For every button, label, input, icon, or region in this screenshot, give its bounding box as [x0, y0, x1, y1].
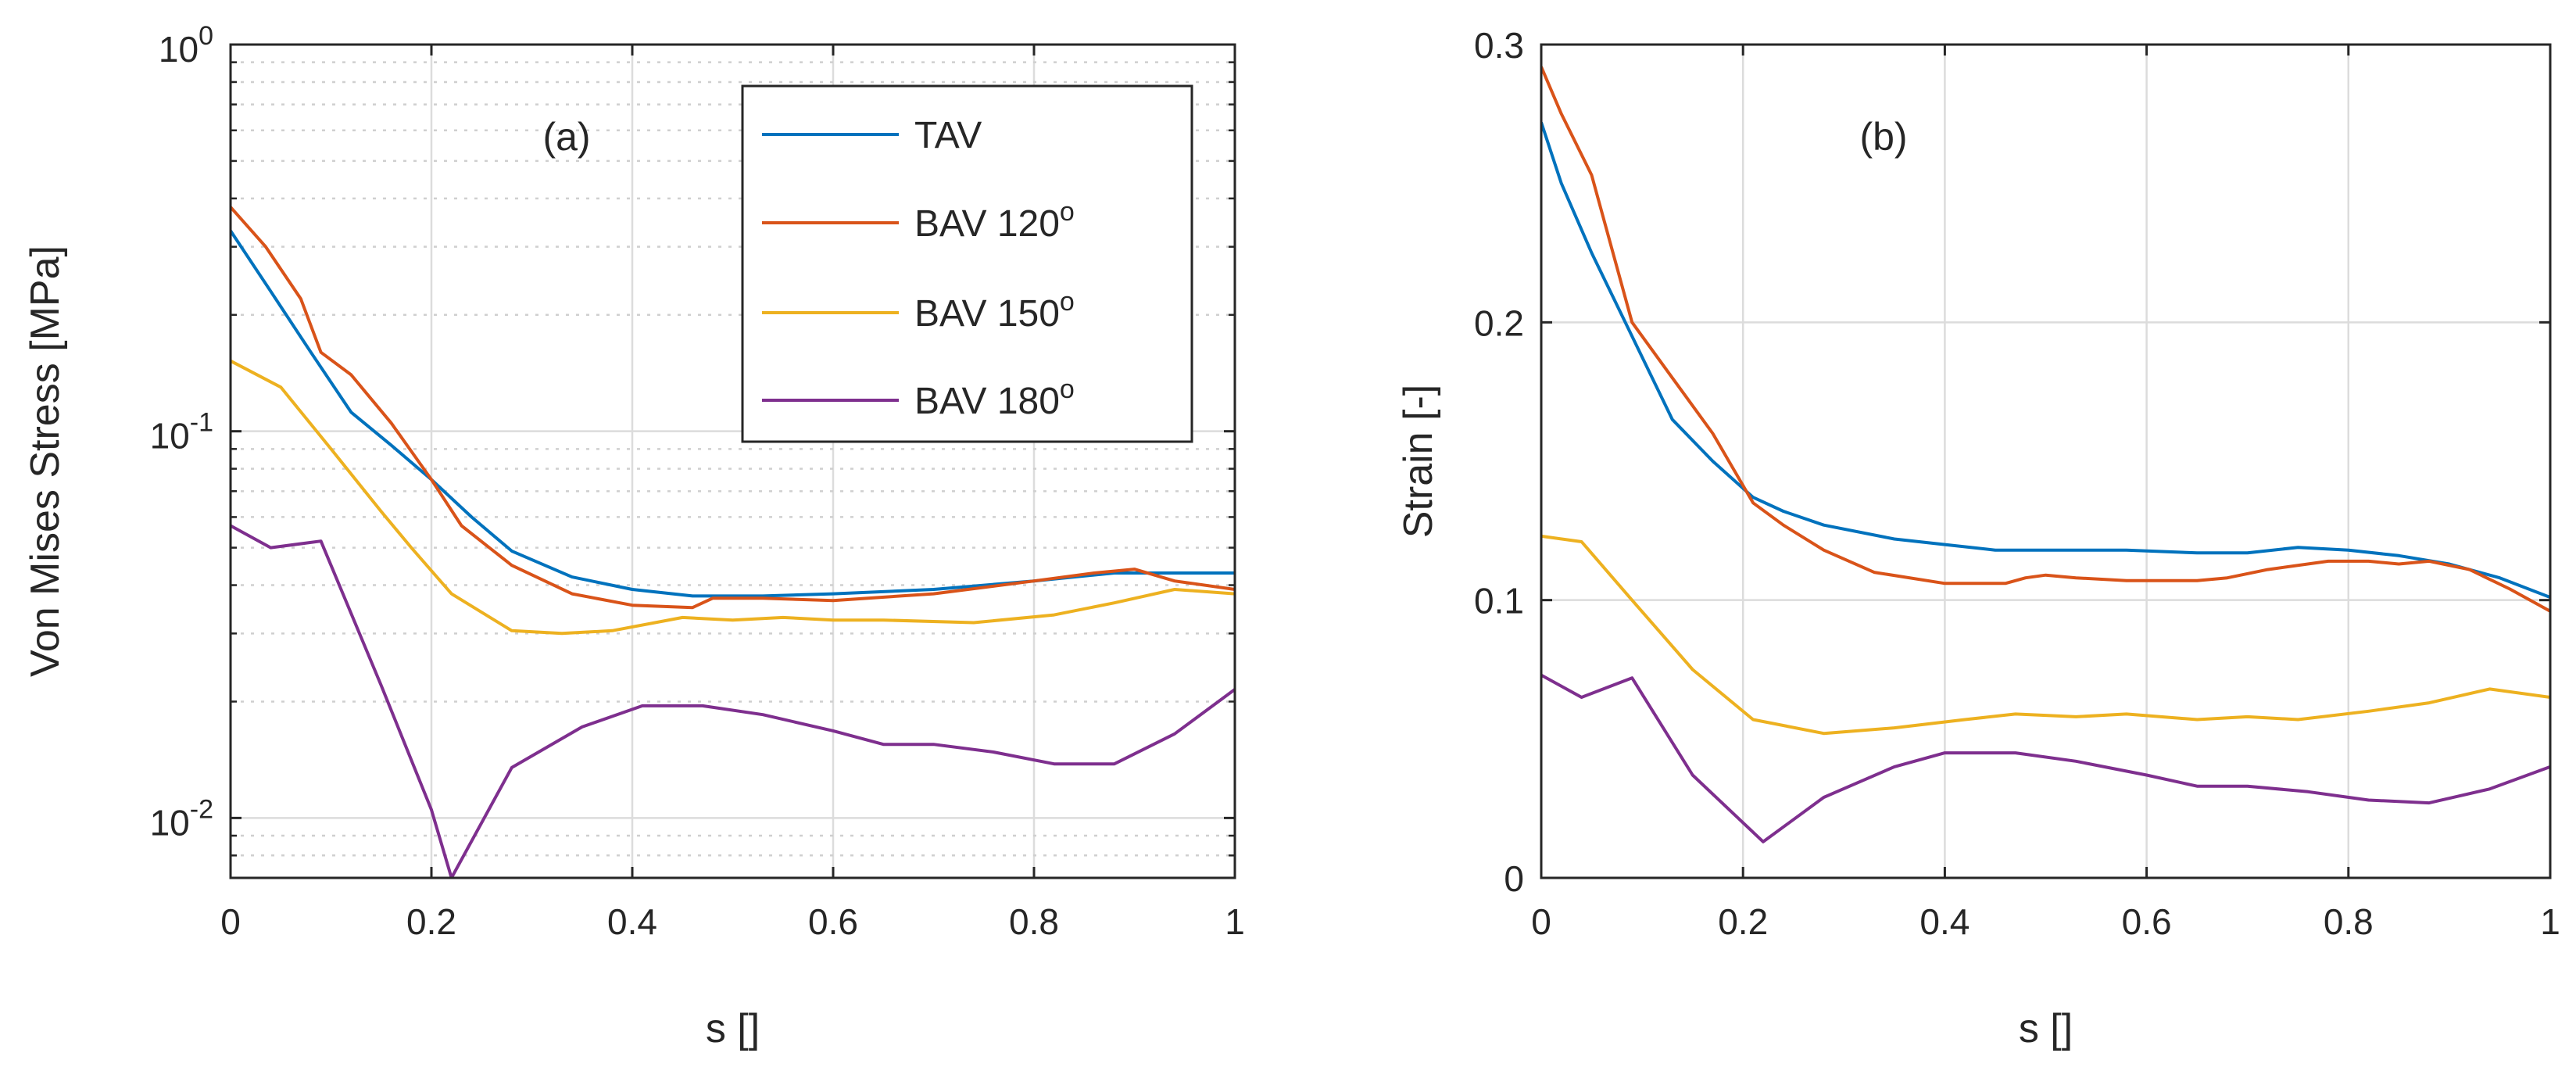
x-axis-label: s []: [2019, 1006, 2073, 1051]
axes-box: [1540, 43, 2552, 879]
y-tick-label: 0.3: [1474, 25, 1524, 66]
series-line-tav: [1541, 121, 2550, 599]
y-tick-label: 100: [159, 21, 213, 70]
x-tick-label: 1: [1225, 901, 1245, 942]
legend-entry-label: BAV 150o: [914, 287, 1075, 335]
legend: TAV BAV 120o BAV 150o BAV 180o: [741, 84, 1193, 443]
x-tick-label: 1: [2540, 901, 2560, 942]
series-line-bav-120: [1541, 66, 2550, 613]
x-tick-label: 0.2: [1718, 901, 1768, 942]
legend-entry-label: BAV 120o: [914, 197, 1075, 245]
panel-label: (b): [1859, 115, 1907, 159]
y-tick-label: 0.2: [1474, 303, 1524, 343]
grid: [1540, 43, 2552, 879]
series-line-bav-150: [231, 359, 1235, 636]
x-tick-label: 0.4: [1919, 901, 1970, 942]
x-tick-label: 0.4: [607, 901, 657, 942]
x-tick-label: 0.6: [808, 901, 858, 942]
x-tick-label: 0.8: [2324, 901, 2374, 942]
y-tick-label: 10-2: [150, 794, 213, 843]
legend-entry-label: TAV: [914, 115, 982, 156]
series-line-bav-180: [1541, 673, 2550, 843]
legend-box: [741, 84, 1193, 443]
panel-label: (a): [542, 115, 590, 159]
series-line-bav-180: [231, 524, 1235, 878]
series-group: [1541, 66, 2550, 843]
x-axis-label: s []: [706, 1006, 760, 1051]
panel-b-strain-plot: 0 0.2 0.4 0.6 0.8 1 0 0.1 0.2 0.3 s [] Strain [-] (b…: [1396, 25, 2560, 1051]
panel-a-stress-plot: 0 0.2 0.4 0.6 0.8 1 10-2 10-1 100 s [] Von Mises S…: [23, 21, 1245, 1051]
x-tick-label: 0: [220, 901, 241, 942]
legend-entry-label: BAV 180o: [914, 374, 1075, 422]
x-tick-label: 0.2: [406, 901, 456, 942]
x-tick-label: 0.6: [2122, 901, 2172, 942]
y-tick-label: 0.1: [1474, 581, 1524, 621]
series-line-bav-120: [231, 206, 1235, 610]
axes-box: [229, 43, 1236, 879]
series-line-bav-150: [1541, 534, 2550, 736]
y-tick-label: 10-1: [150, 408, 213, 457]
y-axis-label: Von Mises Stress [MPa]: [23, 245, 68, 677]
x-tick-label: 0.8: [1009, 901, 1059, 942]
x-tick-label: 0: [1531, 901, 1551, 942]
y-tick-label: 0: [1504, 858, 1524, 899]
series-group: [231, 206, 1235, 878]
y-axis-label: Strain [-]: [1396, 385, 1441, 539]
